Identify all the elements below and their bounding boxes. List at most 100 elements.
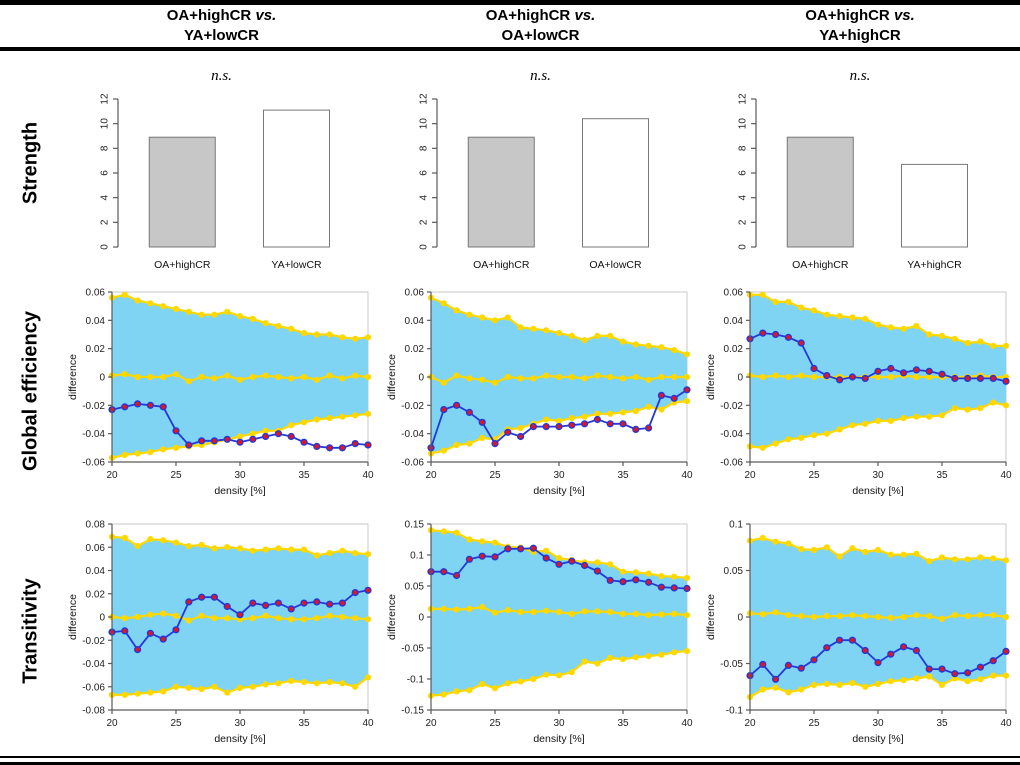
header-col2: OA+highCR vs. OA+lowCR — [381, 6, 700, 47]
svg-text:0.04: 0.04 — [404, 316, 424, 327]
svg-text:12: 12 — [418, 93, 429, 105]
panel-strength-col1: n.s. 0 2 4 6 8 10 12 OA+highCR YA+lowCR — [62, 51, 381, 275]
header-col3: OA+highCR vs. YA+highCR — [700, 6, 1020, 47]
svg-text:density [%]: density [%] — [533, 485, 584, 497]
svg-text:30: 30 — [553, 470, 565, 481]
svg-text:0: 0 — [99, 373, 105, 384]
svg-text:8: 8 — [738, 145, 749, 151]
svg-text:30: 30 — [234, 470, 246, 481]
svg-text:10: 10 — [738, 117, 749, 129]
svg-text:-0.05: -0.05 — [401, 644, 424, 655]
svg-text:10: 10 — [418, 117, 429, 129]
svg-text:20: 20 — [425, 718, 437, 729]
svg-text:30: 30 — [872, 718, 884, 729]
row-label-transitivity: Transitivity — [19, 578, 42, 684]
svg-text:2: 2 — [99, 219, 110, 225]
svg-text:0: 0 — [737, 613, 743, 624]
significance-label-col3: n.s. — [849, 68, 871, 84]
header-col1-line1: OA+highCR vs. — [166, 6, 277, 24]
svg-text:-0.1: -0.1 — [406, 675, 424, 686]
svg-text:0.04: 0.04 — [85, 566, 105, 577]
svg-text:-0.04: -0.04 — [82, 659, 105, 670]
svg-text:2: 2 — [738, 219, 749, 225]
svg-text:40: 40 — [1000, 718, 1012, 729]
strength-bar-chart-col2: 0 2 4 6 8 10 12 OA+highCR OA+lowCR — [418, 93, 649, 271]
svg-text:density [%]: density [%] — [852, 733, 903, 745]
svg-text:OA+highCR: OA+highCR — [473, 259, 530, 271]
svg-text:35: 35 — [298, 718, 310, 729]
header-divider-rule — [0, 47, 1020, 51]
panel-strength-col2: n.s. 0 2 4 6 8 10 12 OA+highCR OA+lowCR — [381, 51, 700, 275]
svg-text:OA+lowCR: OA+lowCR — [589, 259, 642, 271]
svg-text:2: 2 — [418, 219, 429, 225]
svg-text:30: 30 — [234, 718, 246, 729]
svg-text:0.08: 0.08 — [85, 520, 105, 531]
svg-text:25: 25 — [808, 718, 820, 729]
svg-text:40: 40 — [362, 718, 374, 729]
header-col3-line2: YA+highCR — [819, 27, 901, 44]
svg-text:0: 0 — [738, 244, 749, 250]
svg-text:difference: difference — [705, 594, 717, 640]
svg-text:20: 20 — [744, 718, 756, 729]
panel-transitivity-col2: -0.15 -0.1 -0.05 0 0.05 0.1 0.15 20 25 30 35 40 dens… — [381, 507, 700, 755]
svg-text:6: 6 — [418, 170, 429, 176]
svg-text:0: 0 — [418, 373, 424, 384]
svg-text:6: 6 — [738, 170, 749, 176]
significance-label-col2: n.s. — [530, 68, 551, 84]
svg-text:25: 25 — [170, 470, 182, 481]
svg-text:40: 40 — [681, 718, 693, 729]
global-efficiency-band-chart-col2: -0.06 -0.04 -0.02 0 0.02 0.04 0.06 20 25 30 35 40 de… — [386, 288, 693, 498]
svg-text:40: 40 — [362, 470, 374, 481]
svg-text:OA+highCR: OA+highCR — [792, 259, 849, 271]
svg-text:20: 20 — [106, 718, 118, 729]
panel-global-efficiency-col1: -0.06 -0.04 -0.02 0 0.02 0.04 0.06 20 25 30 35 40 de… — [62, 275, 381, 507]
global-efficiency-band-chart-col3: -0.06 -0.04 -0.02 0 0.02 0.04 0.06 20 25 30 35 40 de… — [705, 288, 1012, 498]
svg-text:8: 8 — [99, 145, 110, 151]
chart-grid: Strength n.s. 0 2 4 6 8 10 12 OA+highCR YA+lowCR… — [0, 51, 1020, 755]
bottom-rule — [0, 756, 1020, 765]
svg-text:-0.02: -0.02 — [82, 636, 105, 647]
svg-text:10: 10 — [99, 117, 110, 129]
svg-text:0.02: 0.02 — [404, 344, 424, 355]
strength-bar-chart-col3: 0 2 4 6 8 10 12 OA+highCR YA+highCR — [738, 93, 968, 271]
svg-text:35: 35 — [936, 718, 948, 729]
svg-text:20: 20 — [425, 470, 437, 481]
global-efficiency-band-chart-col1: -0.06 -0.04 -0.02 0 0.02 0.04 0.06 20 25 30 35 40 de… — [67, 288, 374, 498]
svg-text:30: 30 — [872, 470, 884, 481]
svg-text:0.1: 0.1 — [729, 520, 743, 531]
strength-bar-chart-col1: 0 2 4 6 8 10 12 OA+highCR YA+lowCR — [99, 93, 330, 271]
row-label-strength: Strength — [19, 121, 42, 205]
svg-text:25: 25 — [808, 470, 820, 481]
svg-text:0: 0 — [737, 373, 743, 384]
svg-text:density [%]: density [%] — [852, 485, 903, 497]
svg-text:0.06: 0.06 — [85, 543, 105, 554]
svg-text:0: 0 — [99, 244, 110, 250]
svg-text:YA+lowCR: YA+lowCR — [271, 259, 322, 271]
svg-text:0.06: 0.06 — [85, 288, 105, 299]
svg-text:0.02: 0.02 — [724, 344, 744, 355]
top-rule — [0, 0, 1020, 5]
svg-text:35: 35 — [617, 470, 629, 481]
significance-label-col1: n.s. — [211, 68, 232, 84]
svg-text:-0.06: -0.06 — [720, 458, 743, 469]
svg-text:20: 20 — [744, 470, 756, 481]
svg-text:difference: difference — [67, 594, 79, 640]
panel-transitivity-col3: -0.1 -0.05 0 0.05 0.1 20 25 30 35 40 density [%] di… — [700, 507, 1020, 755]
panel-transitivity-col1: -0.08 -0.06 -0.04 -0.02 0 0.02 0.04 0.06 0.08 20 2… — [62, 507, 381, 755]
header-col3-line1: OA+highCR vs. — [805, 6, 915, 24]
panel-strength-col3: n.s. 0 2 4 6 8 10 12 OA+highCR YA+highCR — [700, 51, 1020, 275]
svg-text:0.06: 0.06 — [404, 288, 424, 299]
svg-text:0: 0 — [418, 244, 429, 250]
transitivity-band-chart-col2: -0.15 -0.1 -0.05 0 0.05 0.1 0.15 20 25 30 35 40 dens… — [386, 520, 693, 746]
svg-text:4: 4 — [418, 194, 429, 200]
svg-text:-0.05: -0.05 — [720, 659, 743, 670]
header-col1-line2: YA+lowCR — [184, 27, 259, 44]
svg-text:35: 35 — [617, 718, 629, 729]
svg-text:-0.04: -0.04 — [720, 429, 743, 440]
svg-text:density [%]: density [%] — [214, 733, 265, 745]
svg-text:0.02: 0.02 — [85, 344, 105, 355]
svg-text:difference: difference — [386, 354, 398, 400]
svg-text:25: 25 — [170, 718, 182, 729]
panel-global-efficiency-col2: -0.06 -0.04 -0.02 0 0.02 0.04 0.06 20 25 30 35 40 de… — [381, 275, 700, 507]
